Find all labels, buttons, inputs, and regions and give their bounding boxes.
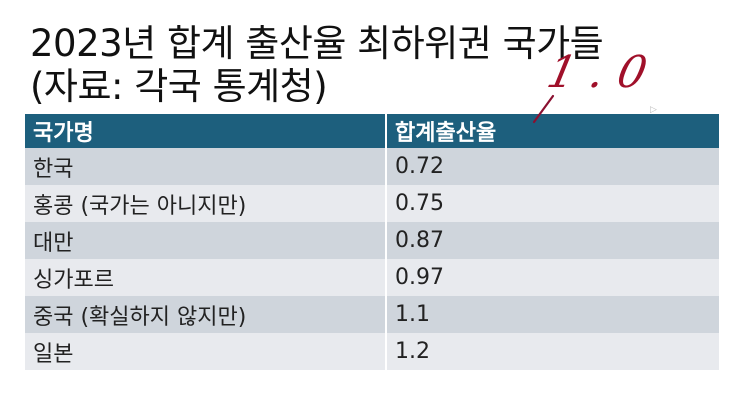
mouse-cursor-icon: ▷ <box>650 105 657 115</box>
table-row: 중국 (확실하지 않지만) 1.1 <box>25 296 721 333</box>
country-cell: 한국 <box>25 148 387 185</box>
header-fertility-rate: 합계출산율 <box>386 114 721 148</box>
table-row: 싱가포르 0.97 <box>25 259 721 296</box>
country-cell: 대만 <box>25 222 387 259</box>
table-row: 홍콩 (국가는 아니지만) 0.75 <box>25 185 721 222</box>
rate-cell: 0.75 <box>386 185 721 222</box>
rate-cell: 0.97 <box>386 259 721 296</box>
table-header-row: 국가명 합계출산율 <box>25 114 721 148</box>
rate-cell: 1.1 <box>386 296 721 333</box>
table-row: 대만 0.87 <box>25 222 721 259</box>
country-cell: 중국 (확실하지 않지만) <box>25 296 387 333</box>
rate-cell: 0.72 <box>386 148 721 185</box>
table-row: 한국 0.72 <box>25 148 721 185</box>
table-row: 일본 1.2 <box>25 333 721 370</box>
header-country: 국가명 <box>25 114 387 148</box>
country-cell: 일본 <box>25 333 387 370</box>
slide-title: 2023년 합계 출산율 최하위권 국가들 (자료: 각국 통계청) <box>30 22 604 108</box>
fertility-table: 국가명 합계출산율 한국 0.72 홍콩 (국가는 아니지만) 0.75 대만 0.8… <box>25 114 721 370</box>
country-cell: 싱가포르 <box>25 259 387 296</box>
country-cell: 홍콩 (국가는 아니지만) <box>25 185 387 222</box>
rate-cell: 0.87 <box>386 222 721 259</box>
rate-cell: 1.2 <box>386 333 721 370</box>
handwritten-annotation: 1.0 <box>542 47 666 98</box>
